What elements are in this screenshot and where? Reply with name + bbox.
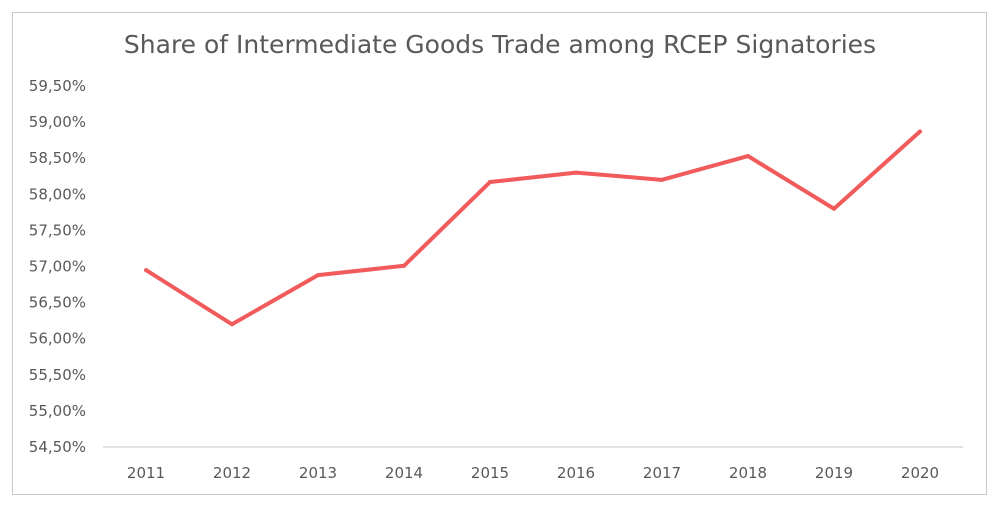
data-point [832, 206, 836, 211]
y-tick-label: 56,00% [29, 330, 86, 348]
data-point [660, 177, 664, 182]
data-point [746, 154, 750, 159]
y-tick-label: 54,50% [29, 438, 86, 456]
y-tick-label: 58,50% [29, 149, 86, 167]
x-tick-label: 2018 [729, 464, 767, 482]
y-tick-label: 55,50% [29, 366, 86, 384]
x-tick-label: 2019 [815, 464, 853, 482]
x-tick-label: 2014 [385, 464, 423, 482]
data-point [574, 170, 578, 175]
y-tick-label: 57,00% [29, 258, 86, 276]
y-tick-label: 59,50% [29, 77, 86, 95]
x-tick-label: 2015 [471, 464, 509, 482]
series-line [144, 129, 922, 327]
y-tick-label: 59,00% [29, 113, 86, 131]
x-tick-label: 2012 [213, 464, 251, 482]
x-tick-label: 2017 [643, 464, 681, 482]
y-tick-label: 56,50% [29, 294, 86, 312]
chart-frame [12, 12, 987, 495]
data-point [316, 273, 320, 278]
x-tick-label: 2016 [557, 464, 595, 482]
y-tick-label: 58,00% [29, 185, 86, 203]
data-point [144, 268, 148, 273]
data-point [230, 322, 234, 327]
data-point [918, 129, 922, 134]
y-tick-label: 57,50% [29, 221, 86, 239]
chart-title: Share of Intermediate Goods Trade among … [123, 30, 877, 59]
data-point [488, 180, 492, 185]
x-tick-label: 2013 [299, 464, 337, 482]
y-tick-label: 55,00% [29, 402, 86, 420]
x-tick-label: 2020 [901, 464, 939, 482]
data-point [402, 263, 406, 268]
x-tick-label: 2011 [127, 464, 165, 482]
